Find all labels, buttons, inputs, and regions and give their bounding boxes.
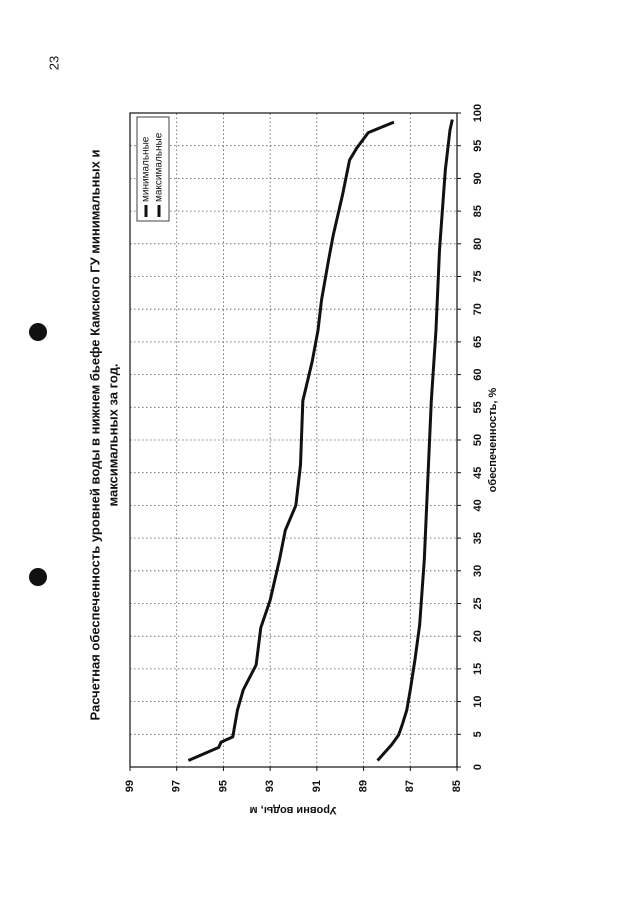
y-tick-label: 97	[171, 780, 183, 792]
y-axis-label: Уровни воды, м	[250, 804, 337, 816]
x-tick-label: 100	[472, 104, 484, 122]
x-tick-label: 5	[472, 731, 484, 737]
x-tick-label: 75	[472, 270, 484, 282]
x-axis-label: обеспеченность, %	[487, 387, 499, 492]
punch-hole	[29, 568, 47, 586]
y-tick-label: 95	[217, 780, 229, 792]
punch-hole	[29, 323, 47, 341]
data-line	[187, 120, 395, 762]
y-tick-label: 85	[451, 780, 463, 792]
x-tick-label: 45	[472, 467, 484, 479]
x-tick-label: 55	[472, 401, 484, 413]
x-tick-label: 40	[472, 499, 484, 511]
page-number: 23	[46, 56, 61, 70]
y-tick-label: 89	[357, 780, 369, 792]
x-tick-label: 50	[472, 434, 484, 446]
x-tick-label: 95	[472, 140, 484, 152]
legend-box	[136, 116, 170, 222]
x-tick-label: 30	[472, 565, 484, 577]
x-tick-label: 90	[472, 172, 484, 184]
x-tick-label: 0	[472, 764, 484, 770]
legend-label: минимальные	[141, 136, 152, 202]
x-tick-label: 60	[472, 368, 484, 380]
chart: 23 Расчетная обеспеченность уровней воды…	[46, 56, 498, 816]
chart-title: Расчетная обеспеченность уровней воды в …	[87, 150, 102, 721]
y-tick-label: 87	[404, 780, 416, 792]
x-tick-label: 85	[472, 205, 484, 217]
y-tick-label: 99	[124, 780, 136, 792]
y-tick-label: 91	[311, 780, 323, 792]
x-tick-label: 70	[472, 303, 484, 315]
x-tick-label: 35	[472, 532, 484, 544]
x-tick-label: 20	[472, 630, 484, 642]
x-tick-label: 25	[472, 597, 484, 609]
y-tick-label: 93	[264, 780, 276, 792]
chart-title: максимальных за год.	[105, 364, 120, 507]
x-tick-label: 10	[472, 695, 484, 707]
legend-label: максимальные	[154, 132, 165, 202]
x-tick-label: 65	[472, 336, 484, 348]
x-tick-label: 80	[472, 238, 484, 250]
data-line	[376, 119, 454, 762]
plot-frame	[129, 112, 458, 768]
x-tick-label: 15	[472, 663, 484, 675]
